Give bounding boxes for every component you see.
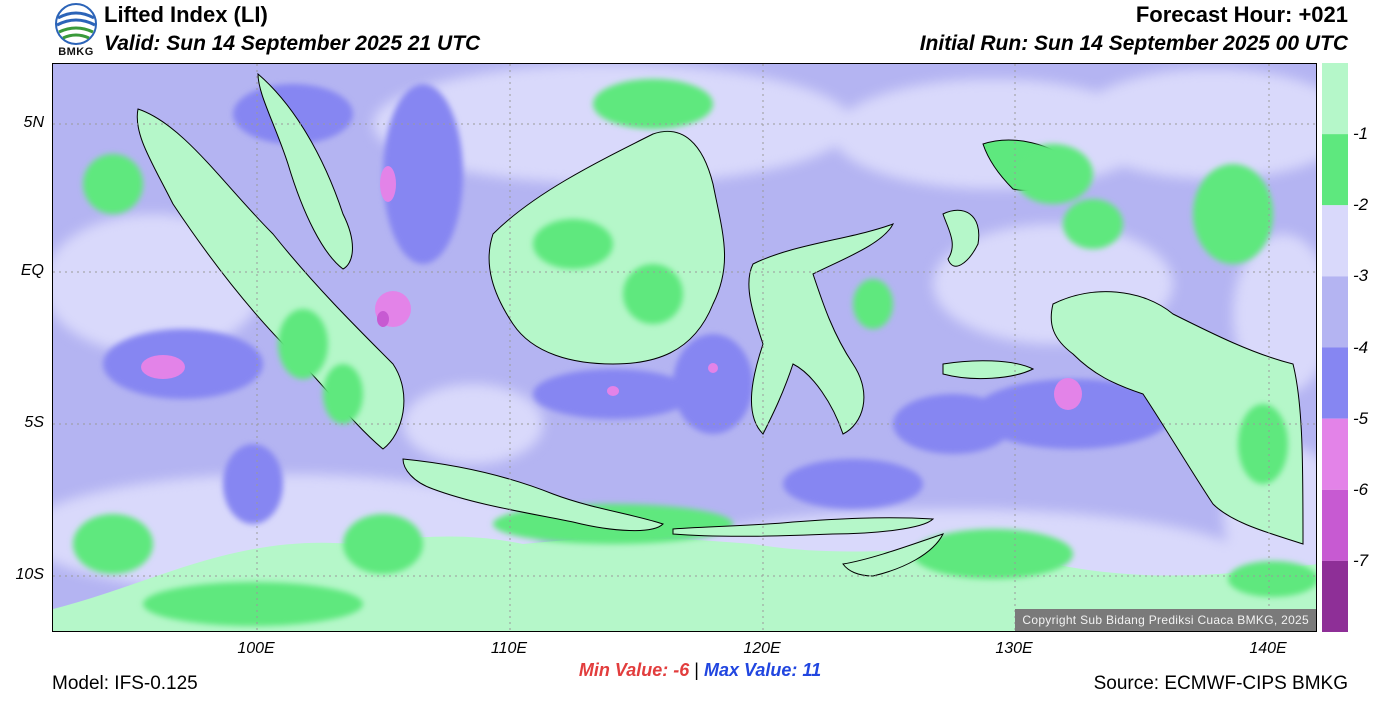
lifted-index-map: Copyright Sub Bidang Prediksi Cuaca BMKG… [52,63,1317,632]
sumatra [136,108,405,450]
malay-peninsula [257,72,353,270]
legend-label: -7 [1353,550,1369,570]
halmahera [942,209,980,267]
legend-swatch [1322,134,1348,206]
legend-label: -2 [1353,195,1369,215]
valid-time: Valid: Sun 14 September 2025 21 UTC [104,32,481,55]
legend-swatch [1322,418,1348,490]
extreme-instability-spot [377,311,389,327]
java [402,458,664,531]
color-legend [1322,63,1348,632]
y-tick-eq: EQ [20,262,44,279]
max-value: 11 [802,660,822,680]
x-tick-120e: 120E [743,640,781,657]
map-field [53,64,1316,631]
forecast-hour: Forecast Hour: +021 [1135,2,1348,27]
legend-colorbar [1322,63,1348,632]
x-tick-100e: 100E [237,640,275,657]
data-source: Source: ECMWF-CIPS BMKG [1093,673,1348,694]
min-label: Min Value: [578,660,669,680]
y-tick-10s: 10S [15,566,44,583]
bmkg-logo-text: BMKG [58,46,94,58]
copyright-notice: Copyright Sub Bidang Prediksi Cuaca BMKG… [1015,609,1316,631]
southern-green-patches [73,504,1316,626]
land-green-patches [83,79,1288,484]
nusa-tenggara [672,517,935,537]
legend-label: -4 [1353,337,1369,357]
legend-label: -5 [1353,408,1369,428]
timor [842,533,944,577]
y-tick-5n: 5N [23,114,44,131]
legend-swatch [1322,63,1348,135]
min-value: -6 [673,660,690,680]
legend-swatch [1322,560,1348,632]
y-tick-5s: 5S [24,414,44,431]
x-tick-130e: 130E [995,640,1033,657]
x-tick-110e: 110E [490,640,528,657]
legend-swatch [1322,276,1348,348]
graticule [53,64,1316,631]
legend-label: -6 [1353,479,1369,499]
seram [942,360,1035,380]
legend-swatch [1322,489,1348,561]
legend-swatch [1322,205,1348,277]
value-separator: | [694,660,699,680]
max-label: Max Value: [704,660,798,680]
bmkg-logo: BMKG [52,2,100,60]
initial-run: Initial Run: Sun 14 September 2025 00 UT… [919,32,1348,55]
min-max-values: Min Value: -6 | Max Value: 11 [0,660,1400,681]
legend-label: -1 [1353,124,1369,144]
map-title: Lifted Index (LI) [104,2,268,27]
legend-label: -3 [1353,266,1369,286]
legend-swatch [1322,347,1348,419]
model-info: Model: IFS-0.125 [52,673,198,694]
sulawesi [748,223,895,435]
bmkg-globe-icon [55,3,97,45]
papua [1050,291,1304,545]
x-tick-140e: 140E [1249,640,1287,657]
